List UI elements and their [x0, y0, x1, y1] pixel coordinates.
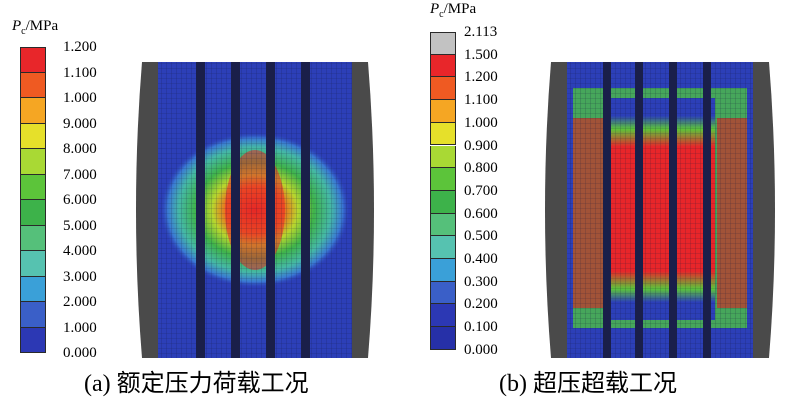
- legend-tick-label: 0.000: [63, 345, 97, 361]
- legend-tick-label: 2.000: [63, 294, 97, 310]
- legend-swatch: [20, 149, 46, 175]
- legend-swatch: [430, 327, 456, 350]
- tread-grooves-b: [603, 62, 711, 358]
- legend-swatch: [20, 98, 46, 124]
- legend-tick-label: 2.113: [464, 24, 498, 40]
- legend-tick-label: 0.700: [464, 182, 498, 199]
- tire-contact-plot-a: [136, 62, 374, 358]
- legend-tick-label: 0.800: [464, 160, 498, 177]
- legend-tick-label: 7.000: [63, 166, 97, 183]
- legend-unit-b: Pc/MPa: [430, 1, 477, 20]
- legend-swatch: [20, 123, 46, 149]
- legend-swatch: [430, 281, 456, 305]
- legend-tick-label: 0.000: [464, 341, 498, 358]
- legend-tick-label: 1.200: [464, 69, 498, 86]
- legend-swatch: [430, 190, 456, 214]
- legend-swatch: [430, 213, 456, 237]
- legend-tick-label: 1.000: [464, 114, 498, 131]
- legend-swatch: [20, 47, 46, 73]
- legend-tick-label: 1.100: [464, 92, 498, 109]
- legend-tick-label: 0.400: [464, 251, 498, 267]
- legend-tick-label: 1.000: [63, 319, 97, 336]
- legend-tick-label: 5.000: [63, 217, 97, 234]
- legend-tick-label: 0.600: [464, 205, 498, 222]
- legend-swatch: [20, 327, 46, 353]
- legend-tick-label: 1.200: [63, 39, 97, 55]
- legend-swatch: [20, 200, 46, 226]
- legend-tick-label: 0.500: [464, 228, 498, 245]
- legend-tick-label: 0.100: [464, 319, 498, 336]
- legend-swatch: [20, 225, 46, 251]
- legend-tick-label: 3.000: [63, 268, 97, 285]
- legend-tick-label: 9.000: [63, 115, 97, 132]
- legend-swatch: [20, 174, 46, 200]
- legend-tick-label: 1.100: [63, 64, 97, 81]
- legend-swatch: [430, 145, 456, 169]
- legend-tick-label: 1.000: [63, 90, 97, 106]
- legend-tick-label: 8.000: [63, 141, 97, 157]
- tire-contact-plot-b: [545, 62, 775, 358]
- colorbar-a: [20, 47, 46, 353]
- legend-swatch: [20, 251, 46, 277]
- legend-unit-a: Pc/MPa: [12, 18, 59, 37]
- legend-tick-label: 1.500: [464, 46, 498, 63]
- caption-b: (b) 超压超载工况: [499, 371, 677, 397]
- legend-tick-label: 0.200: [464, 296, 498, 313]
- legend-swatch: [430, 168, 456, 191]
- legend-tick-label: 4.000: [63, 243, 97, 259]
- colorbar-b: [430, 32, 456, 350]
- legend-swatch: [430, 236, 456, 259]
- legend-swatch: [20, 72, 46, 98]
- legend-swatch: [20, 302, 46, 328]
- legend-tick-label: 6.000: [63, 192, 97, 208]
- legend-tick-label: 0.300: [464, 273, 498, 290]
- legend-swatch: [20, 276, 46, 302]
- legend-swatch: [430, 259, 456, 282]
- legend-swatch: [430, 54, 456, 78]
- legend-tick-label: 0.900: [464, 137, 498, 154]
- legend-swatch: [430, 122, 456, 146]
- caption-a: (a) 额定压力荷载工况: [84, 371, 309, 397]
- tread-grooves-a: [196, 62, 310, 358]
- legend-swatch: [430, 304, 456, 328]
- legend-swatch: [430, 32, 456, 55]
- legend-swatch: [430, 77, 456, 101]
- legend-swatch: [430, 100, 456, 123]
